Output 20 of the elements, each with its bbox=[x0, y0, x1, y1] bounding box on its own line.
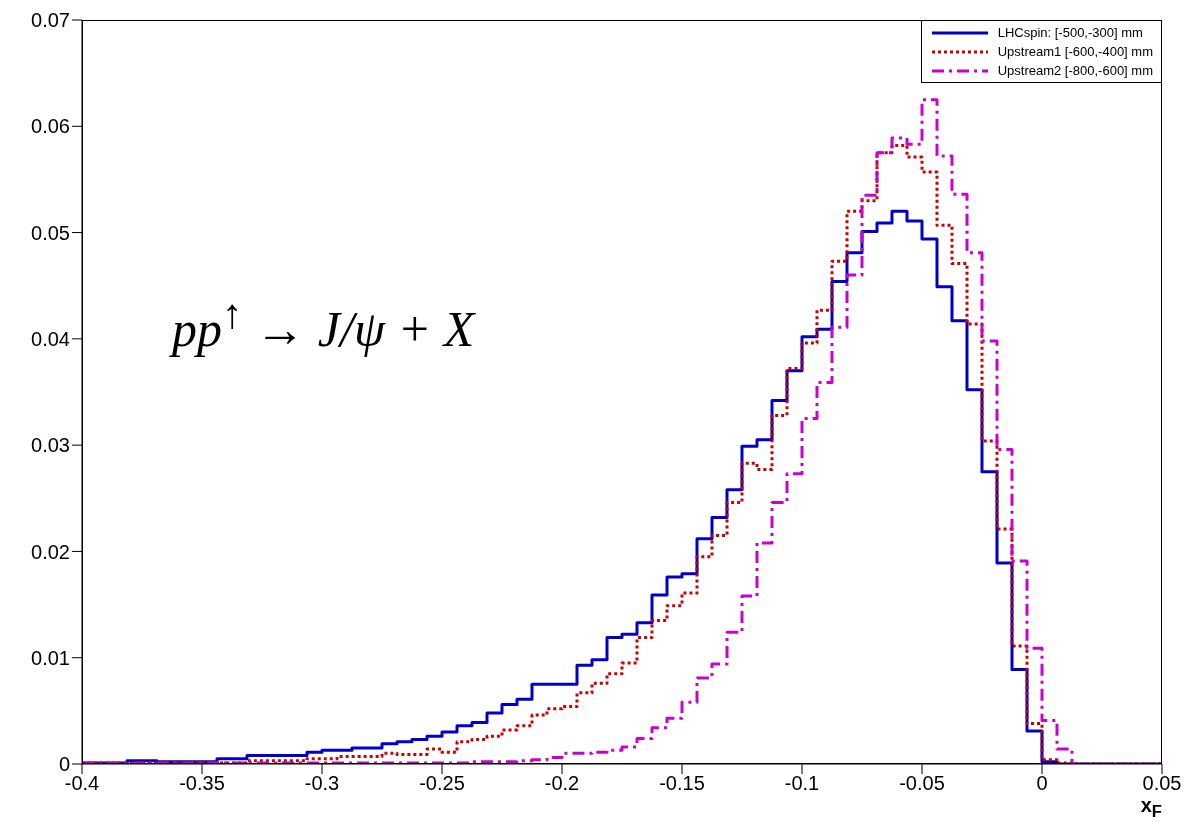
x-tick-label: -0.35 bbox=[179, 772, 225, 795]
x-tick-label: -0.25 bbox=[419, 772, 465, 795]
legend-label: Upstream2 [-800,-600] mm bbox=[997, 63, 1153, 78]
y-tick-label: 0.03 bbox=[31, 434, 70, 457]
y-tick-label: 0.01 bbox=[31, 646, 70, 669]
y-tick-label: 0.02 bbox=[31, 540, 70, 563]
y-tick-label: 0.07 bbox=[31, 9, 70, 32]
legend-label: LHCspin: [-500,-300] mm bbox=[997, 25, 1143, 40]
x-tick-label: -0.15 bbox=[659, 772, 705, 795]
y-tick-label: 0.05 bbox=[31, 221, 70, 244]
x-tick-label: -0.1 bbox=[784, 772, 820, 795]
x-tick-label: -0.05 bbox=[899, 772, 945, 795]
x-tick-label: -0.2 bbox=[544, 772, 580, 795]
x-axis-title: x$_{F}$ bbox=[1140, 794, 1162, 822]
legend-label: Upstream1 [-600,-400] mm bbox=[997, 44, 1153, 59]
y-tick-label: 0.04 bbox=[31, 327, 70, 350]
x-tick-label: 0.05 bbox=[1142, 772, 1182, 795]
y-tick-label: 0.06 bbox=[31, 115, 70, 138]
x-tick-label: 0 bbox=[1036, 772, 1048, 795]
x-tick-label: -0.3 bbox=[304, 772, 340, 795]
